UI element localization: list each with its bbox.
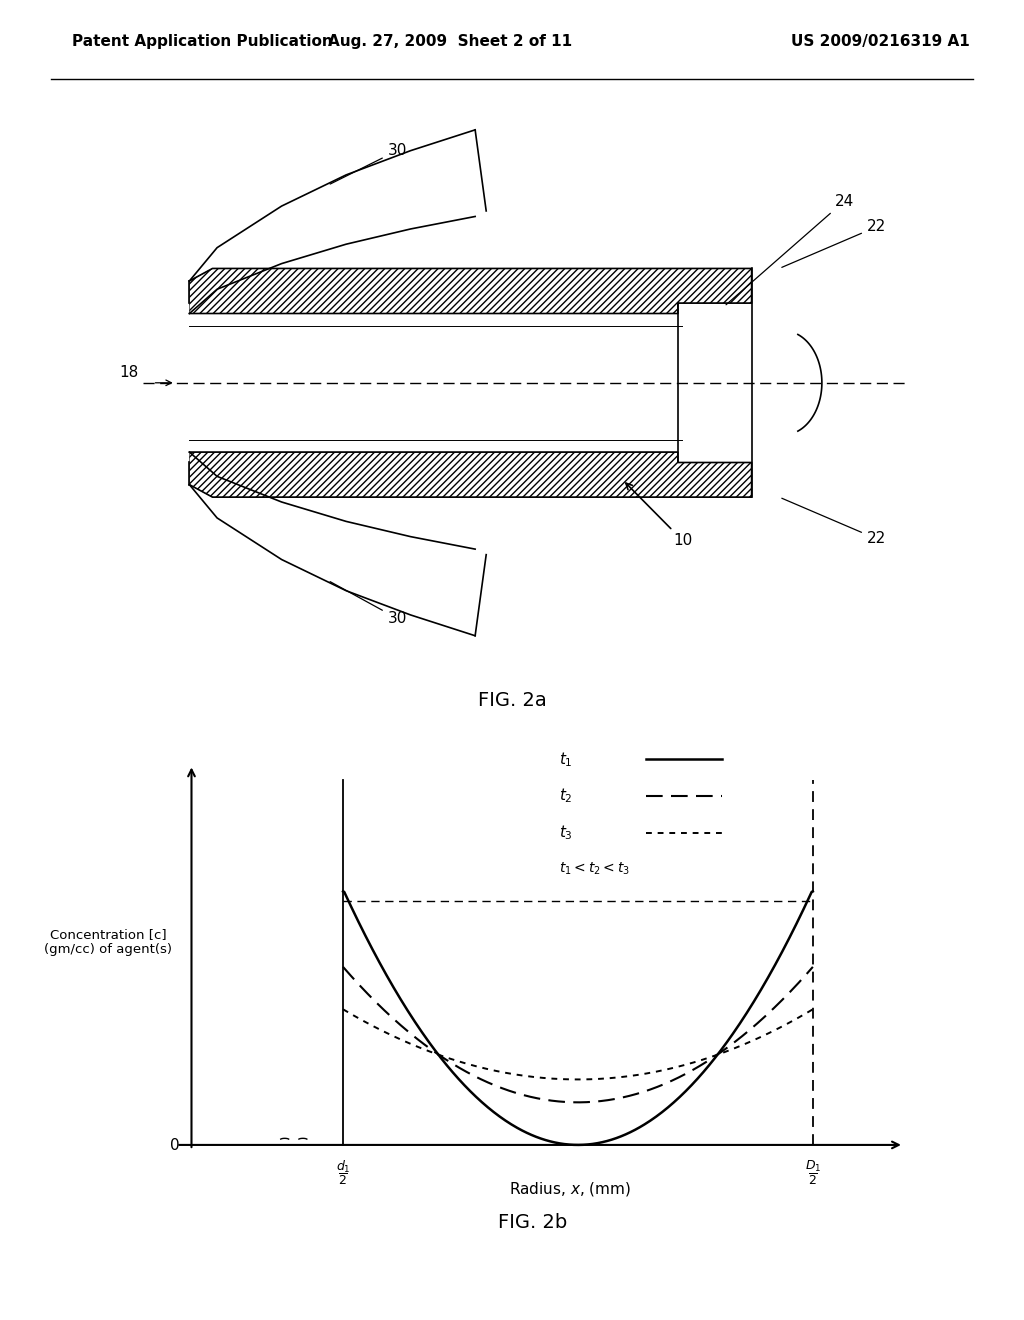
Text: Patent Application Publication: Patent Application Publication — [72, 34, 333, 49]
Text: $t_3$: $t_3$ — [559, 824, 572, 842]
Text: 22: 22 — [781, 498, 886, 546]
Text: $t_1$: $t_1$ — [559, 750, 572, 768]
Polygon shape — [189, 268, 752, 314]
Text: 24: 24 — [726, 194, 854, 305]
Text: $\overline{2}$: $\overline{2}$ — [338, 1173, 348, 1188]
Text: $D_1$: $D_1$ — [805, 1159, 821, 1175]
Text: Radius, $x$, (mm): Radius, $x$, (mm) — [509, 1180, 632, 1199]
Polygon shape — [189, 451, 752, 498]
Text: Aug. 27, 2009  Sheet 2 of 11: Aug. 27, 2009 Sheet 2 of 11 — [329, 34, 572, 49]
Text: 30: 30 — [330, 143, 407, 183]
Text: 30: 30 — [330, 582, 407, 626]
Text: 22: 22 — [781, 219, 886, 268]
Text: $t_1 < t_2 < t_3$: $t_1 < t_2 < t_3$ — [559, 861, 630, 878]
Text: 0: 0 — [170, 1138, 179, 1154]
Text: FIG. 2b: FIG. 2b — [498, 1213, 567, 1233]
Text: $t_2$: $t_2$ — [559, 787, 572, 805]
Text: FIG. 2a: FIG. 2a — [477, 692, 547, 710]
Text: $d_1$: $d_1$ — [336, 1159, 350, 1175]
Text: Concentration [c]
(gm/cc) of agent(s): Concentration [c] (gm/cc) of agent(s) — [44, 928, 172, 956]
Text: $\overline{2}$: $\overline{2}$ — [808, 1173, 818, 1188]
Text: 10: 10 — [626, 483, 692, 548]
Text: US 2009/0216319 A1: US 2009/0216319 A1 — [792, 34, 970, 49]
Text: 18: 18 — [120, 364, 139, 380]
